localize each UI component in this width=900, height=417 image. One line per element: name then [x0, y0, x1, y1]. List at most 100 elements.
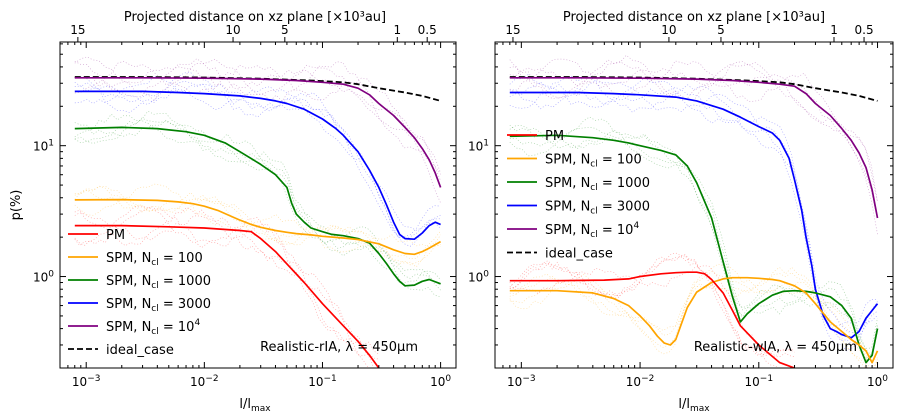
right-legend-item-N1000: SPM, Ncl = 1000: [507, 176, 650, 193]
right-legend-item-ideal: ideal_case: [507, 247, 613, 262]
left-x-tick-exp: −3: [87, 374, 100, 384]
left-top-tick-label-4: 0.5: [418, 23, 437, 37]
right-noise-N1000-0: [509, 125, 878, 349]
left-legend-text: SPM, N: [106, 251, 151, 266]
right-legend-tail: = 1000: [598, 176, 650, 191]
right-y-tick-exp: 1: [483, 139, 489, 149]
left-noise-N3000-1: [74, 75, 441, 231]
right-x-tick-label-1: 10−2: [626, 374, 655, 389]
right-legend-label-PM: PM: [545, 129, 564, 144]
right-noise-N1000-3: [509, 124, 878, 362]
left-x-tick-exp: −1: [323, 374, 336, 384]
left-legend-item-N1e4: SPM, Ncl = 104: [68, 318, 200, 337]
right-noise-PM-3: [509, 255, 795, 355]
left-top-tick-label-1: 10: [225, 23, 240, 37]
left-legend-tail: = 100: [159, 251, 203, 266]
left-x-tick-base: 10: [430, 375, 445, 389]
left-x-axis-label: l/lmax: [239, 397, 271, 414]
left-legend-item-PM: PM: [68, 228, 125, 243]
right-legend-item-N3000: SPM, Ncl = 3000: [507, 200, 650, 217]
right-x-tick-label-3: 100: [867, 374, 888, 389]
left-noise-PM-3: [74, 205, 379, 360]
left-noise-N1000-0: [74, 117, 441, 286]
right-top-tick-label-3: 1: [830, 23, 838, 37]
right-realization-noise: [509, 54, 878, 368]
right-noise-N100-3: [509, 272, 878, 368]
left-legend-label-N1000: SPM, Ncl = 1000: [106, 274, 211, 291]
right-legend-sub: cl: [590, 183, 597, 193]
left-series-N100: [74, 198, 442, 256]
left-legend-sub: cl: [151, 258, 158, 268]
right-x-tick-label-0: 10−3: [507, 374, 536, 389]
left-y-tick-base: 10: [33, 140, 48, 154]
right-legend-text: SPM, N: [545, 153, 590, 168]
right-top-tick-label-4: 0.5: [855, 23, 874, 37]
right-legend-sub: cl: [590, 230, 597, 240]
right-x-tick-exp: −2: [641, 374, 654, 384]
right-legend-sub: cl: [590, 160, 597, 170]
right-noise-N1e4-2: [509, 59, 878, 202]
left-noise-N3000-0: [74, 82, 441, 247]
left-x-tick-label-0: 10−3: [72, 374, 101, 389]
left-noise-N1000-3: [74, 119, 441, 284]
right-noise-N1000-2: [509, 116, 878, 357]
left-x-tick-base: 10: [72, 375, 87, 389]
left-legend-sub: cl: [151, 281, 158, 291]
right-series-N1e4: [509, 76, 879, 219]
right-x-tick-exp: −3: [522, 374, 535, 384]
left-legend-label-ideal: ideal_case: [106, 343, 174, 358]
right-noise-PM-1: [509, 252, 795, 357]
left-legend-label-N100: SPM, Ncl = 100: [106, 251, 203, 268]
left-realization-noise: [74, 56, 441, 368]
left-noise-N3000-2: [74, 80, 441, 239]
right-top-tick-label-2: 5: [717, 23, 725, 37]
left-top-tick-label-3: 1: [393, 23, 401, 37]
right-y-tick-base: 10: [468, 271, 483, 285]
right-x-tick-base: 10: [867, 375, 882, 389]
left-top-axis-title: Projected distance on xz plane [×10³au]: [124, 10, 386, 25]
left-legend-label-N3000: SPM, Ncl = 3000: [106, 297, 211, 314]
left-legend-label-PM: PM: [106, 228, 125, 243]
right-panel: Projected distance on xz plane [×10³au] …: [468, 10, 894, 414]
right-noise-PM-0: [509, 265, 779, 368]
right-top-axis-title: Projected distance on xz plane [×10³au]: [563, 10, 825, 25]
right-noise-PM-2: [509, 254, 795, 358]
right-y-tick-exp: 0: [483, 270, 489, 280]
right-x-axis-label-main: l/l: [678, 397, 690, 412]
right-noise-N3000-3: [509, 80, 878, 327]
right-legend-sup: 4: [633, 221, 639, 231]
left-legend-tail: = 1000: [159, 274, 211, 289]
left-series-N1000: [74, 126, 441, 287]
right-legend-label-N100: SPM, Ncl = 100: [545, 153, 642, 170]
right-x-axis-label-sub: max: [690, 404, 710, 414]
left-legend-item-N1000: SPM, Ncl = 1000: [68, 274, 211, 291]
right-x-axis-label: l/lmax: [678, 397, 710, 414]
left-noise-N3000-3: [74, 72, 441, 238]
left-series-N1e4: [74, 76, 442, 188]
right-legend-tail: = 10: [598, 223, 634, 238]
left-legend-item-N100: SPM, Ncl = 100: [68, 251, 203, 268]
left-legend-label-N1e4: SPM, Ncl = 104: [106, 318, 200, 337]
left-noise-N1000-1: [74, 113, 441, 298]
left-y-axis-label: p(%): [9, 190, 24, 221]
left-y-tick-exp: 1: [48, 139, 54, 149]
right-x-tick-base: 10: [745, 375, 760, 389]
right-annotation: Realistic-wIA, λ = 450μm: [694, 340, 857, 355]
right-legend-item-PM: PM: [507, 129, 564, 144]
left-legend-sup: 4: [194, 318, 200, 328]
left-y-tick-label-0: 100: [33, 270, 54, 285]
left-plot-frame: [59, 41, 457, 369]
left-legend-text: SPM, N: [106, 274, 151, 289]
right-noise-N1e4-3: [509, 67, 878, 220]
left-x-tick-label-2: 10−1: [308, 374, 337, 389]
left-x-tick-base: 10: [190, 375, 205, 389]
left-top-tick-label-0: 15: [70, 23, 85, 37]
left-series-layer: [74, 76, 442, 368]
right-x-tick-exp: −1: [760, 374, 773, 384]
left-noise-PM-0: [74, 207, 369, 368]
left-series-N3000: [74, 90, 441, 241]
left-y-tick-base: 10: [33, 271, 48, 285]
left-legend-sub: cl: [151, 304, 158, 314]
left-x-axis-label-sub: max: [251, 404, 271, 414]
